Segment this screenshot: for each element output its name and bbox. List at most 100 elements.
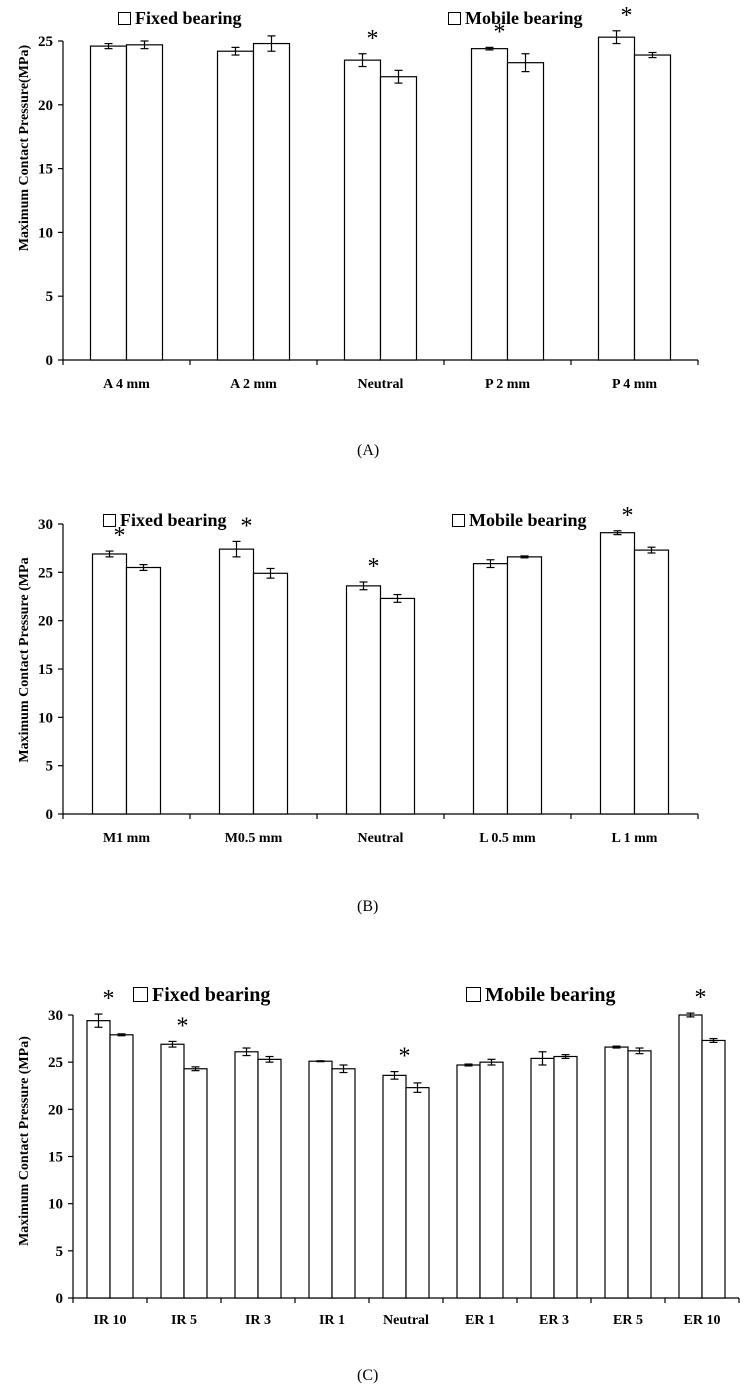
- chart-panel-c: Fixed bearing Mobile bearing Maximum Con…: [0, 954, 752, 1400]
- y-tick-label-a: 25: [38, 34, 53, 50]
- y-tick-label-c: 15: [48, 1150, 63, 1166]
- bar-mobile-b: [125, 566, 162, 815]
- y-tick-label-a: 0: [46, 353, 54, 369]
- bar-fixed-c: [456, 1064, 481, 1299]
- bar-mobile-b: [506, 556, 543, 815]
- legend-label-fixed-b: Fixed bearing: [120, 510, 227, 530]
- bar-fixed-a: [597, 36, 636, 361]
- y-tick-label-c: 5: [56, 1244, 64, 1260]
- y-tick-label-c: 30: [48, 1008, 63, 1024]
- x-tick-label-b: M1 mm: [103, 831, 150, 846]
- y-tick-label-a: 5: [46, 289, 54, 305]
- x-tick-label-c: ER 1: [465, 1313, 495, 1328]
- x-tick-label-c: IR 3: [245, 1313, 271, 1328]
- legend-label-fixed-c: Fixed bearing: [152, 984, 271, 1006]
- legend-mobile-c: Mobile bearing: [466, 984, 616, 1007]
- bar-fixed-b: [91, 553, 128, 815]
- significance-marker-c: *: [103, 986, 115, 1012]
- bar-chart-c: 0 5 10 15 20 25 30 * IR 10 * IR 5 IR 3 IR 1 * Neutral E…: [48, 985, 740, 1328]
- bar-fixed-a: [216, 50, 255, 361]
- x-tick-label-b: M0.5 mm: [225, 831, 283, 846]
- y-tick-label-b: 10: [38, 710, 53, 726]
- x-tick-label-c: IR 1: [319, 1313, 345, 1328]
- bar-mobile-c: [331, 1068, 356, 1299]
- bar-fixed-c: [382, 1074, 407, 1299]
- x-tick-label-c: ER 5: [613, 1313, 643, 1328]
- legend-mobile-a: Mobile bearing: [448, 8, 583, 29]
- y-tick-label-b: 0: [46, 807, 54, 823]
- legend-swatch-mobile-a: [448, 12, 461, 25]
- y-tick-label-b: 15: [38, 662, 53, 678]
- bar-mobile-c: [109, 1034, 134, 1299]
- legend-fixed-b: Fixed bearing: [103, 510, 227, 531]
- panel-caption-b: (B): [357, 898, 379, 915]
- bar-fixed-a: [470, 48, 509, 361]
- bar-mobile-b: [633, 549, 670, 815]
- bar-mobile-c: [701, 1039, 726, 1299]
- bar-fixed-c: [86, 1020, 111, 1299]
- significance-marker-a: *: [367, 26, 379, 52]
- legend-swatch-mobile-b: [452, 514, 465, 527]
- bar-fixed-c: [604, 1046, 629, 1299]
- panel-caption-c: (C): [357, 1367, 379, 1384]
- bar-mobile-a: [379, 76, 418, 361]
- significance-marker-a: *: [621, 3, 633, 29]
- legend-label-fixed-a: Fixed bearing: [135, 8, 242, 28]
- legend-fixed-c: Fixed bearing: [133, 984, 270, 1007]
- y-tick-label-b: 5: [46, 759, 54, 775]
- bar-fixed-b: [218, 548, 255, 815]
- bar-fixed-c: [308, 1060, 333, 1299]
- x-tick-label-b: Neutral: [358, 831, 404, 846]
- x-tick-label-a: A 2 mm: [230, 377, 277, 392]
- legend-swatch-fixed-b: [103, 514, 116, 527]
- x-tick-label-b: L 1 mm: [612, 831, 658, 846]
- bar-fixed-b: [345, 585, 382, 815]
- chart-panel-b: Fixed bearing Mobile bearing Maximum Con…: [0, 492, 752, 952]
- y-tick-label-b: 25: [38, 565, 53, 581]
- bar-mobile-c: [553, 1055, 578, 1299]
- bar-chart-b: 0 5 10 15 20 25 30 * M1 mm * M0.5 mm * Neutral L 0.5 …: [38, 503, 699, 846]
- y-tick-label-b: 30: [38, 517, 53, 533]
- significance-marker-a: *: [494, 19, 506, 45]
- bar-mobile-a: [252, 42, 291, 361]
- legend-label-mobile-a: Mobile bearing: [465, 8, 583, 28]
- y-tick-label-b: 20: [38, 614, 53, 630]
- x-tick-label-a: P 4 mm: [612, 377, 657, 392]
- y-tick-label-a: 10: [38, 225, 53, 241]
- legend-swatch-fixed-a: [118, 12, 131, 25]
- bar-mobile-a: [506, 62, 545, 361]
- bar-fixed-c: [234, 1051, 259, 1299]
- y-tick-label-c: 20: [48, 1102, 63, 1118]
- legend-swatch-mobile-c: [466, 987, 481, 1002]
- x-tick-label-a: A 4 mm: [103, 377, 150, 392]
- legend-swatch-fixed-c: [133, 987, 148, 1002]
- bar-mobile-a: [125, 44, 164, 361]
- y-tick-label-c: 10: [48, 1197, 63, 1213]
- bar-mobile-c: [257, 1058, 282, 1299]
- y-tick-label-c: 0: [56, 1291, 64, 1307]
- significance-marker-b: *: [622, 503, 634, 529]
- x-tick-label-c: ER 3: [539, 1313, 569, 1328]
- bar-fixed-c: [160, 1043, 185, 1299]
- bar-mobile-b: [379, 597, 416, 815]
- x-tick-label-a: P 2 mm: [485, 377, 530, 392]
- x-tick-label-c: IR 10: [93, 1313, 126, 1328]
- legend-label-mobile-c: Mobile bearing: [485, 984, 616, 1006]
- bar-mobile-c: [183, 1068, 208, 1299]
- bar-mobile-b: [252, 572, 289, 815]
- legend-label-mobile-b: Mobile bearing: [469, 510, 587, 530]
- y-tick-label-c: 25: [48, 1055, 63, 1071]
- y-tick-label-a: 20: [38, 98, 53, 114]
- significance-marker-c: *: [177, 1013, 189, 1039]
- significance-marker-c: *: [399, 1044, 411, 1070]
- chart-panel-a: Fixed bearing Mobile bearing Maximum Con…: [0, 0, 752, 470]
- bar-fixed-a: [343, 59, 382, 361]
- bar-fixed-c: [530, 1057, 555, 1299]
- bar-fixed-a: [89, 45, 128, 361]
- bar-mobile-c: [479, 1061, 504, 1299]
- x-tick-label-b: L 0.5 mm: [479, 831, 536, 846]
- legend-mobile-b: Mobile bearing: [452, 510, 587, 531]
- significance-marker-b: *: [114, 523, 126, 549]
- y-tick-label-a: 15: [38, 162, 53, 178]
- bar-chart-a: 0 5 10 15 20 25 A 4 mm A 2 mm * Neutral * P 2 mm * P …: [38, 3, 699, 392]
